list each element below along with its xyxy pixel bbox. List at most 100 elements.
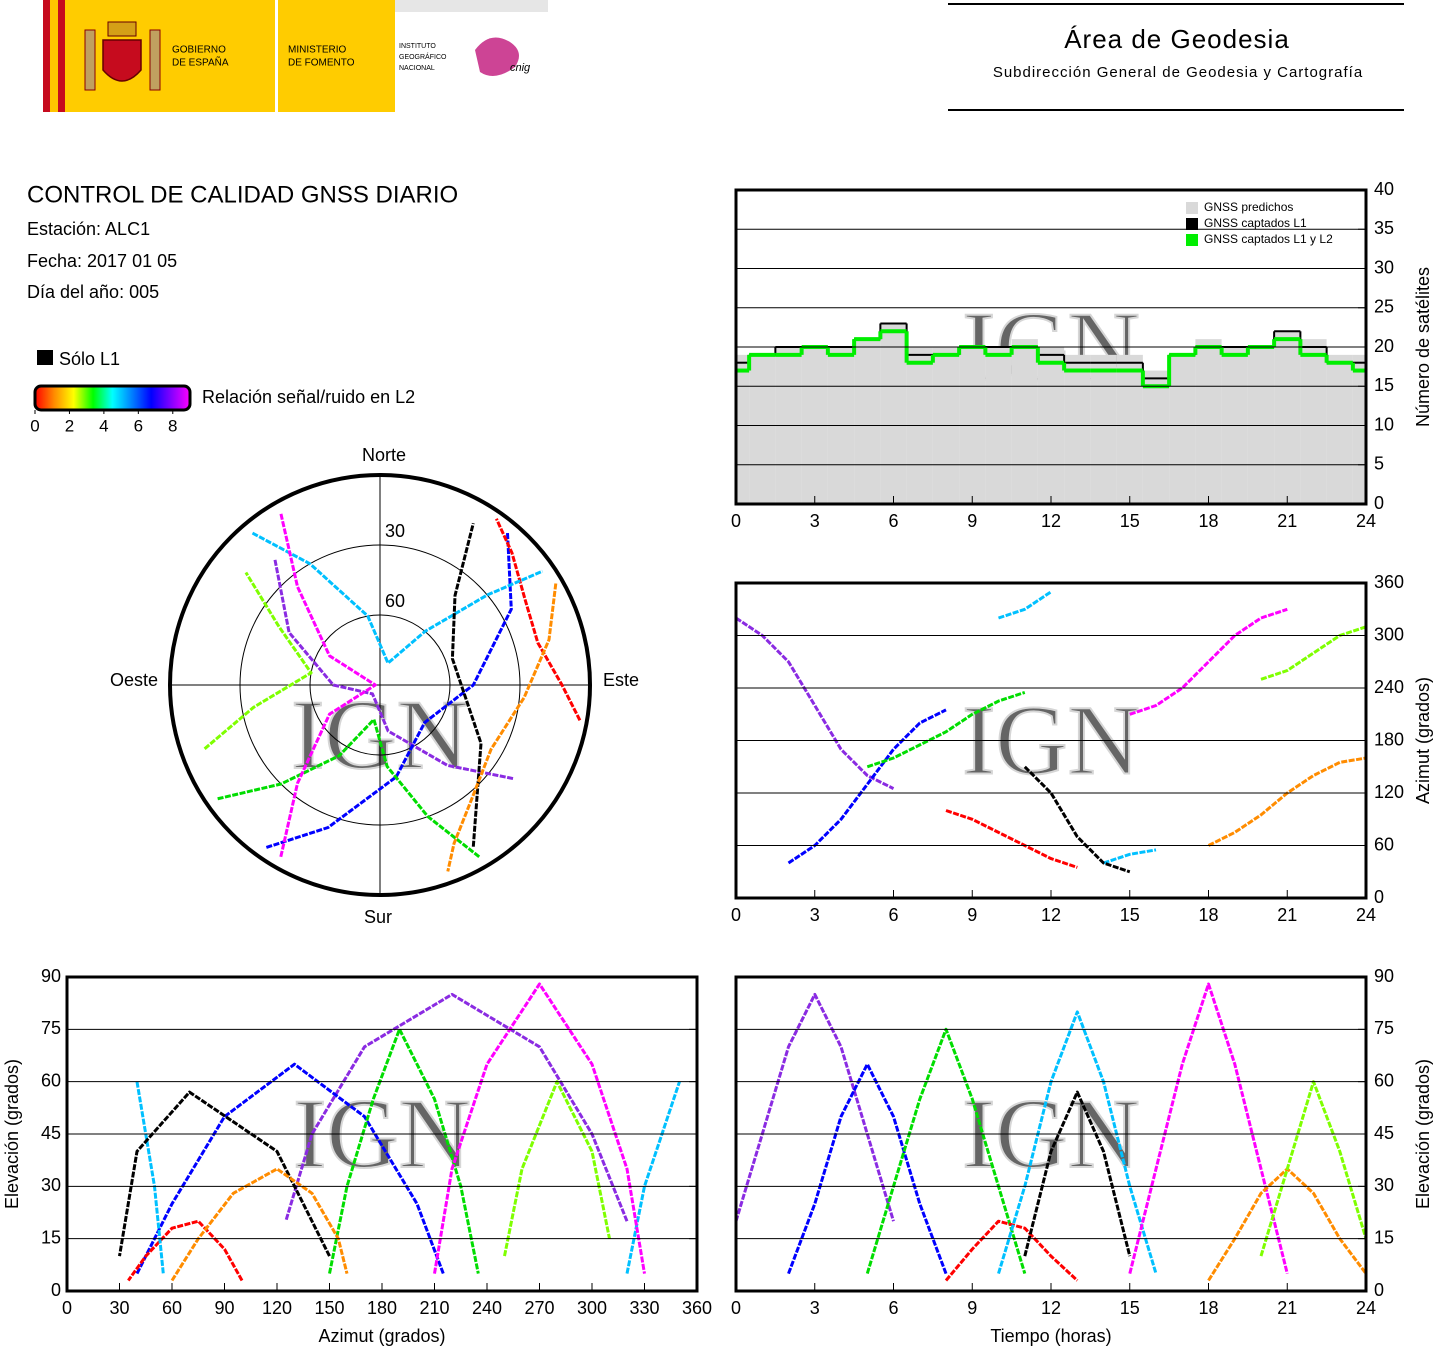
legend-label: GNSS captados L1 y L2 bbox=[1204, 232, 1333, 246]
satellite-track bbox=[1260, 625, 1367, 681]
x-axis-label: Azimut (grados) bbox=[318, 1326, 445, 1346]
area-step bbox=[880, 323, 907, 504]
plot-frame bbox=[734, 188, 1368, 506]
satellite-track bbox=[1129, 607, 1288, 716]
colorbar-tick-label: 2 bbox=[65, 416, 74, 435]
logo-text: MINISTERIO bbox=[288, 45, 347, 56]
x-tick-label: 12 bbox=[1041, 511, 1061, 531]
x-tick-label: 21 bbox=[1277, 1298, 1297, 1318]
area-step bbox=[1090, 354, 1117, 504]
y-tick-label: 75 bbox=[1374, 1018, 1394, 1038]
x-tick-label: 0 bbox=[62, 1298, 72, 1318]
x-tick-label: 3 bbox=[810, 905, 820, 925]
colorbar-label: Relación señal/ruido en L2 bbox=[202, 387, 415, 407]
y-tick-label: 30 bbox=[1374, 1175, 1394, 1195]
colorbar bbox=[33, 384, 192, 412]
x-tick-label: 24 bbox=[1356, 511, 1376, 531]
area-step bbox=[1326, 354, 1353, 504]
satellite-track bbox=[866, 690, 1026, 769]
y-tick-label: 30 bbox=[1374, 257, 1394, 277]
x-tick-label: 180 bbox=[367, 1298, 397, 1318]
chart: IGN 0 60 120 180 240 300 360 0 3 6 9 12 15 18 21 24 Azimu… bbox=[731, 572, 1433, 925]
y-tick-label: 0 bbox=[1374, 1280, 1384, 1300]
x-tick-label: 12 bbox=[1041, 905, 1061, 925]
logo-text: DE FOMENTO bbox=[288, 58, 355, 69]
plot-frame bbox=[734, 975, 1368, 1293]
x-tick-label: 240 bbox=[472, 1298, 502, 1318]
chart: IGN 0 15 30 45 60 75 90 0 30 60 90 120 150 180 210 240 27… bbox=[2, 966, 712, 1346]
satellite-track bbox=[944, 1219, 1079, 1282]
y-tick-label: 180 bbox=[1374, 729, 1404, 749]
y-tick-label: 30 bbox=[41, 1175, 61, 1195]
logo-text: INSTITUTO bbox=[399, 43, 436, 50]
x-tick-label: 18 bbox=[1198, 511, 1218, 531]
x-tick-label: 3 bbox=[810, 1298, 820, 1318]
satellite-track bbox=[433, 982, 646, 1274]
area-step bbox=[1300, 339, 1327, 504]
y-tick-label: 35 bbox=[1374, 218, 1394, 238]
colorbar-tick-label: 6 bbox=[134, 416, 143, 435]
l1-label: Sólo L1 bbox=[59, 349, 120, 369]
y-tick-label: 60 bbox=[41, 1070, 61, 1090]
report-title: CONTROL DE CALIDAD GNSS DIARIO bbox=[27, 181, 458, 208]
x-tick-label: 0 bbox=[731, 1298, 741, 1318]
report-line: Fecha: 2017 01 05 bbox=[27, 251, 177, 271]
direction-label: Norte bbox=[362, 445, 406, 465]
y-tick-label: 5 bbox=[1374, 454, 1384, 474]
x-tick-label: 120 bbox=[262, 1298, 292, 1318]
x-tick-label: 0 bbox=[731, 511, 741, 531]
y-tick-label: 60 bbox=[1374, 834, 1394, 854]
report-line: Estación: ALC1 bbox=[27, 219, 150, 239]
x-tick-label: 12 bbox=[1041, 1298, 1061, 1318]
l1-swatch bbox=[37, 350, 53, 365]
elevation-ring bbox=[309, 614, 451, 756]
logo-text: GEOGRÁFICO bbox=[399, 52, 447, 61]
y-axis-label: Elevación (grados) bbox=[1413, 1059, 1433, 1209]
area-step bbox=[1169, 354, 1196, 504]
header-subtitle: Subdirección General de Geodesia y Carto… bbox=[993, 64, 1363, 81]
x-tick-label: 6 bbox=[888, 511, 898, 531]
area-step bbox=[1116, 354, 1143, 504]
x-tick-label: 6 bbox=[888, 905, 898, 925]
colorbar-tick-label: 8 bbox=[168, 416, 177, 435]
satellite-track bbox=[203, 571, 313, 750]
satellite-track bbox=[273, 559, 515, 781]
watermark: IGN bbox=[962, 1078, 1140, 1189]
satellite-track bbox=[945, 809, 1078, 869]
x-tick-label: 210 bbox=[419, 1298, 449, 1318]
skyplot-frame bbox=[168, 473, 592, 897]
y-tick-label: 25 bbox=[1374, 297, 1394, 317]
x-tick-label: 24 bbox=[1356, 1298, 1376, 1318]
satellite-track bbox=[251, 531, 544, 665]
logo-text: NACIONAL bbox=[399, 65, 435, 72]
x-tick-label: 90 bbox=[214, 1298, 234, 1318]
satellite-track bbox=[135, 1062, 445, 1275]
x-tick-label: 330 bbox=[629, 1298, 659, 1318]
x-tick-label: 24 bbox=[1356, 905, 1376, 925]
area-step bbox=[854, 339, 881, 504]
legend-label: GNSS predichos bbox=[1204, 200, 1293, 214]
logo-text: DE ESPAÑA bbox=[172, 56, 229, 69]
y-tick-label: 60 bbox=[1374, 1070, 1394, 1090]
x-tick-label: 270 bbox=[524, 1298, 554, 1318]
y-tick-label: 0 bbox=[1374, 493, 1384, 513]
elevation-ring bbox=[239, 544, 521, 826]
x-tick-label: 18 bbox=[1198, 905, 1218, 925]
y-axis-label: Elevación (grados) bbox=[2, 1059, 22, 1209]
coat-of-arms bbox=[84, 21, 161, 91]
y-tick-label: 0 bbox=[51, 1280, 61, 1300]
plot-body bbox=[736, 322, 1366, 504]
satellite-track bbox=[1023, 765, 1131, 874]
legend-swatch bbox=[1186, 202, 1198, 214]
area-step bbox=[1274, 331, 1301, 504]
area-step bbox=[1011, 339, 1038, 504]
legend-swatch bbox=[1186, 234, 1198, 246]
y-tick-label: 10 bbox=[1374, 414, 1394, 434]
logo-block bbox=[65, 0, 275, 112]
area-step bbox=[749, 354, 776, 504]
x-tick-label: 9 bbox=[967, 1298, 977, 1318]
x-tick-label: 15 bbox=[1120, 905, 1140, 925]
x-axis-label: Tiempo (horas) bbox=[990, 1326, 1111, 1346]
